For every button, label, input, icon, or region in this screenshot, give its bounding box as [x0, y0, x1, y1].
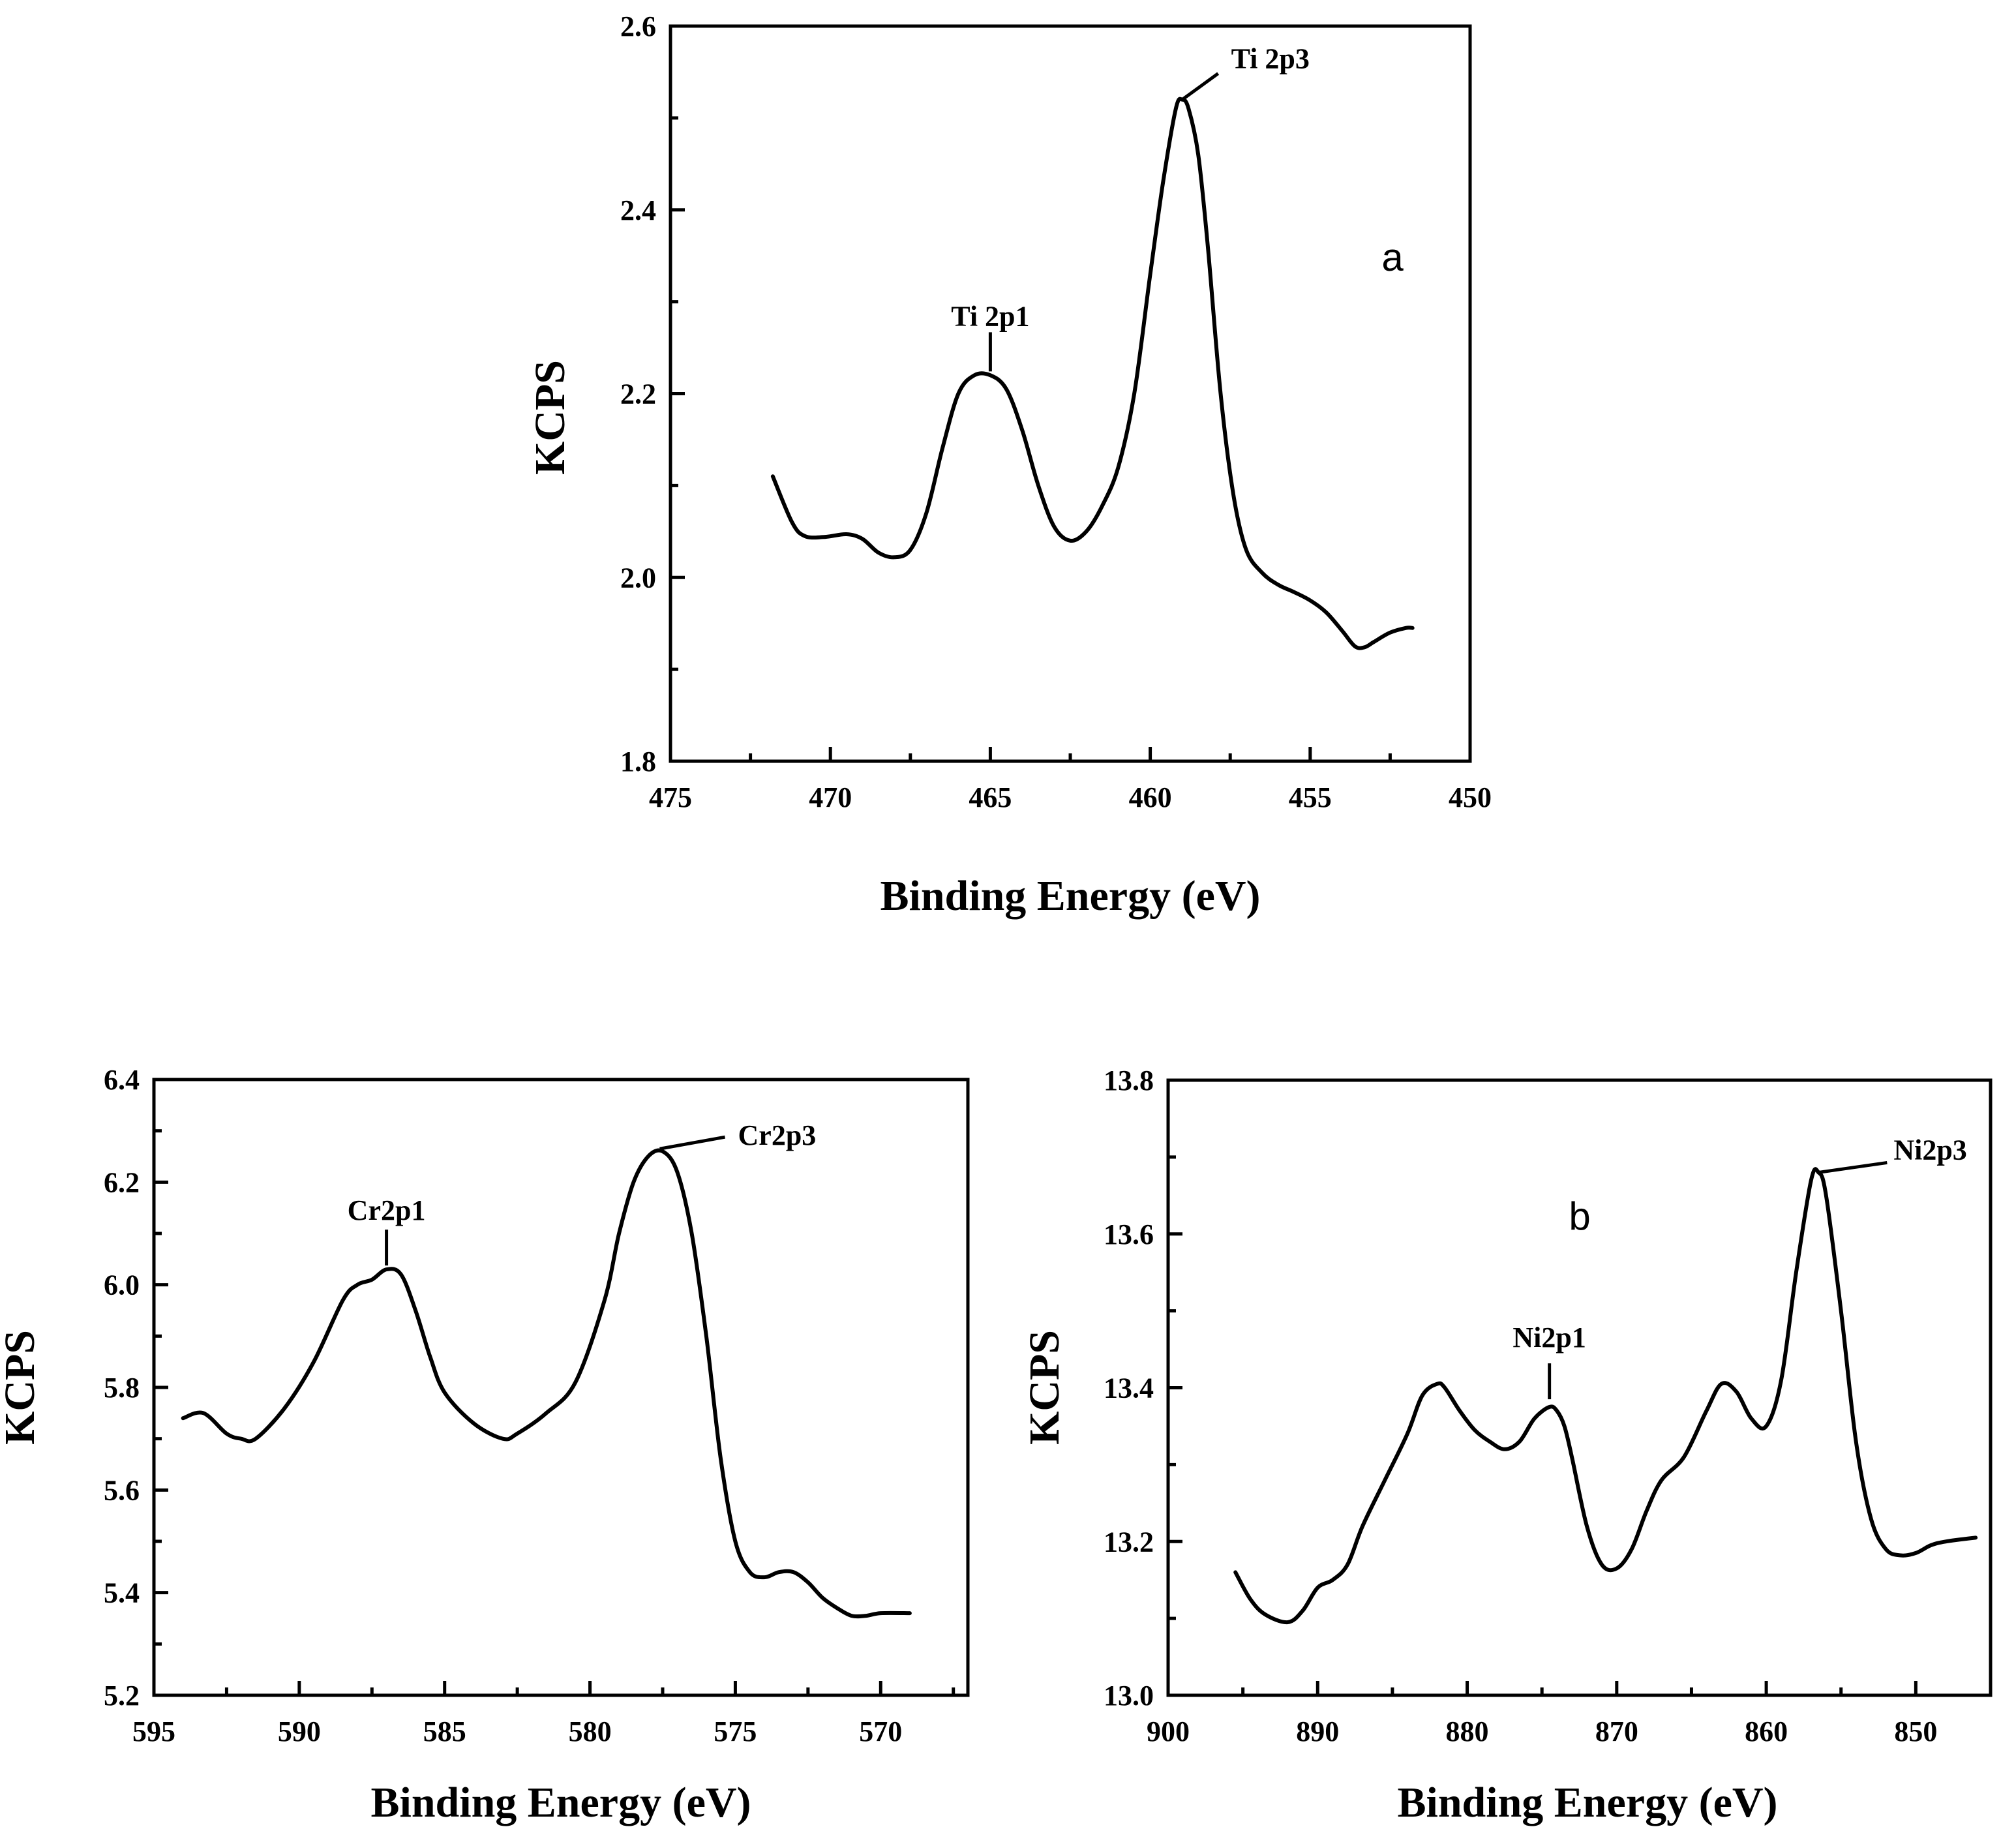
y-axis-title: KCPS — [526, 360, 574, 475]
y-tick-label: 2.6 — [620, 10, 656, 42]
spectrum-line — [770, 97, 1415, 650]
spectrum-line — [181, 1148, 912, 1619]
x-tick-label: 460 — [1129, 781, 1172, 813]
x-tick-label: 575 — [714, 1716, 757, 1747]
y-tick-label: 13.6 — [1104, 1218, 1154, 1250]
plot-frame — [1166, 1078, 1993, 1697]
y-tick-label: 2.0 — [620, 562, 656, 594]
x-axis-title: Binding Energy (eV) — [370, 1779, 751, 1826]
y-tick-label: 5.6 — [104, 1474, 140, 1506]
x-tick-label: 450 — [1449, 781, 1492, 813]
x-tick-label: 900 — [1147, 1716, 1190, 1747]
y-axis-title: KCPS — [0, 1330, 44, 1445]
peak-leader-line — [1181, 72, 1220, 101]
peak-label: Cr2p1 — [348, 1194, 426, 1226]
y-tick-label: 5.8 — [104, 1372, 140, 1404]
peak-leader-line — [1818, 1160, 1888, 1174]
y-axis-title: KCPS — [1021, 1330, 1068, 1445]
y-tick-label: 13.0 — [1104, 1680, 1154, 1712]
spectrum-line — [1233, 1167, 1978, 1625]
peak-label: Ti 2p3 — [1231, 43, 1310, 75]
x-tick-label: 465 — [969, 781, 1012, 813]
ni-2p-panel: 900 890 880 870 860 850 13.0 13.2 13.4 13.6 13.8 Bi… — [1021, 1065, 1993, 1826]
peak-label: Ni2p3 — [1893, 1134, 1966, 1166]
x-tick-label: 470 — [809, 781, 852, 813]
x-tick-label: 455 — [1289, 781, 1332, 813]
peak-leader-line — [659, 1135, 725, 1151]
y-tick-label: 2.2 — [620, 378, 656, 410]
plot-frame — [152, 1078, 970, 1697]
peak-label: Ti 2p1 — [951, 300, 1029, 332]
plot-frame — [669, 24, 1472, 763]
peak-label: Cr2p3 — [738, 1119, 817, 1151]
y-tick-label: 5.2 — [104, 1680, 140, 1712]
y-tick-label: 6.0 — [104, 1269, 140, 1301]
x-tick-label: 860 — [1745, 1716, 1788, 1747]
x-axis-title: Binding Energy (eV) — [880, 872, 1260, 920]
x-tick-label: 850 — [1894, 1716, 1937, 1747]
x-tick-label: 475 — [649, 781, 692, 813]
y-tick-label: 1.8 — [620, 746, 656, 778]
y-tick-label: 6.4 — [104, 1064, 140, 1096]
x-tick-label: 585 — [423, 1716, 466, 1747]
x-tick-label: 570 — [859, 1716, 902, 1747]
y-tick-label: 6.2 — [104, 1166, 140, 1198]
x-tick-label: 595 — [132, 1716, 175, 1747]
cr-2p-panel: 595 590 585 580 575 570 5.2 5.4 5.6 5.8 6.0 6.2 6.4 B… — [0, 1064, 970, 1826]
x-tick-label: 590 — [278, 1716, 321, 1747]
x-tick-label: 880 — [1446, 1716, 1489, 1747]
panel-letter: b — [1569, 1194, 1590, 1238]
peak-label: Ni2p1 — [1512, 1322, 1586, 1353]
panel-letter: a — [1381, 235, 1404, 279]
y-tick-label: 13.2 — [1104, 1526, 1154, 1558]
x-tick-label: 580 — [569, 1716, 612, 1747]
y-tick-label: 13.8 — [1104, 1065, 1154, 1096]
x-axis-title: Binding Energy (eV) — [1397, 1779, 1777, 1826]
y-tick-label: 13.4 — [1104, 1372, 1154, 1404]
y-tick-label: 2.4 — [620, 194, 656, 226]
ti-2p-panel: 475 470 465 460 455 450 1.8 2.0 2.2 2.4 2.6 Binding… — [526, 10, 1492, 920]
y-tick-label: 5.4 — [104, 1577, 140, 1609]
x-tick-label: 870 — [1595, 1716, 1638, 1747]
x-tick-label: 890 — [1296, 1716, 1339, 1747]
